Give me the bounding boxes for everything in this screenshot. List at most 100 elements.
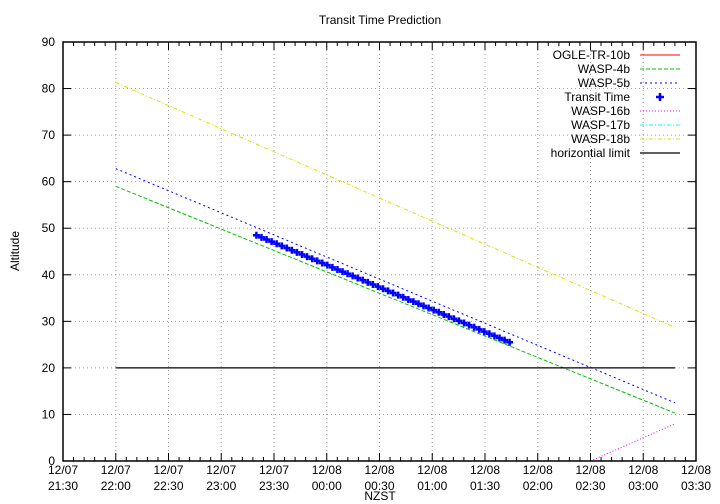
transit-time-marker bbox=[268, 238, 276, 246]
transit-time-marker bbox=[374, 283, 382, 291]
transit-time-marker bbox=[450, 315, 458, 323]
transit-time-marker bbox=[430, 306, 438, 314]
x-tick-time: 01:30 bbox=[470, 479, 500, 493]
transit-time-marker bbox=[328, 263, 336, 271]
y-tick-label: 90 bbox=[42, 35, 56, 49]
x-tick-date: 12/07 bbox=[206, 463, 236, 477]
transit-time-marker bbox=[257, 233, 265, 241]
transit-time-marker bbox=[293, 248, 301, 256]
x-tick-time: 01:00 bbox=[417, 479, 447, 493]
transit-time-marker bbox=[495, 334, 503, 342]
transit-time-marker bbox=[404, 295, 412, 303]
transit-time-marker bbox=[420, 302, 428, 310]
transit-time-marker bbox=[490, 332, 498, 340]
transit-time-marker bbox=[252, 231, 260, 239]
transit-time-marker bbox=[298, 250, 306, 258]
transit-time-marker bbox=[485, 330, 493, 338]
transit-time-marker bbox=[379, 285, 387, 293]
y-tick-labels: 0 10 20 30 40 50 60 70 80 90 bbox=[42, 35, 56, 468]
x-tick-time: 22:30 bbox=[153, 479, 183, 493]
transit-time-marker bbox=[506, 338, 514, 346]
x-tick-time: 03:30 bbox=[681, 479, 711, 493]
x-tick-time: 00:00 bbox=[312, 479, 342, 493]
x-tick-time: 23:00 bbox=[206, 479, 236, 493]
transit-time-marker bbox=[333, 265, 341, 273]
y-axis-label: Altitude bbox=[8, 231, 22, 271]
x-tick-date: 12/08 bbox=[681, 463, 711, 477]
transit-time-marker bbox=[414, 300, 422, 308]
transit-time-marker bbox=[323, 261, 331, 269]
wasp-5b-line bbox=[115, 168, 676, 404]
transit-time-marker bbox=[263, 235, 271, 243]
transit-time-marker bbox=[389, 289, 397, 297]
transit-time-marker bbox=[313, 257, 321, 265]
wasp-16b-line bbox=[590, 423, 676, 462]
transit-time-marker bbox=[354, 274, 362, 282]
legend-label: WASP-4b bbox=[578, 62, 631, 76]
x-tick-time: 02:00 bbox=[523, 479, 553, 493]
y-tick-label: 10 bbox=[42, 407, 56, 421]
transit-time-marker bbox=[399, 293, 407, 301]
transit-time-marker bbox=[283, 244, 291, 252]
y-tick-label: 60 bbox=[42, 175, 56, 189]
transit-time-marker bbox=[455, 317, 463, 325]
transit-time-marker bbox=[303, 253, 311, 261]
x-tick-date: 12/08 bbox=[523, 463, 553, 477]
transit-time-marker bbox=[384, 287, 392, 295]
x-tick-time: 02:30 bbox=[575, 479, 605, 493]
transit-time-marker bbox=[425, 304, 433, 312]
y-tick-label: 30 bbox=[42, 314, 56, 328]
legend-label: WASP-17b bbox=[571, 118, 630, 132]
legend-label: WASP-16b bbox=[571, 104, 630, 118]
transit-time-marker bbox=[409, 298, 417, 306]
legend-label: WASP-5b bbox=[578, 76, 631, 90]
legend-marker-icon bbox=[656, 93, 664, 101]
x-axis-label: NZST bbox=[364, 489, 396, 503]
x-tick-date: 12/08 bbox=[628, 463, 658, 477]
legend-label: Transit Time bbox=[564, 90, 630, 104]
x-tick-date: 12/07 bbox=[48, 463, 78, 477]
wasp-18b-line bbox=[115, 82, 676, 328]
legend-label: WASP-18b bbox=[571, 132, 630, 146]
transit-time-marker bbox=[435, 308, 443, 316]
x-tick-date: 12/08 bbox=[417, 463, 447, 477]
x-tick-time: 03:00 bbox=[628, 479, 658, 493]
y-tick-label: 50 bbox=[42, 221, 56, 235]
transit-time-marker bbox=[308, 255, 316, 263]
transit-time-marker bbox=[273, 240, 281, 248]
x-tick-date: 12/08 bbox=[575, 463, 605, 477]
x-tick-date: 12/08 bbox=[364, 463, 394, 477]
y-tick-label: 40 bbox=[42, 268, 56, 282]
transit-time-marker bbox=[359, 276, 367, 284]
x-tick-time: 22:00 bbox=[101, 479, 131, 493]
transit-time-marker bbox=[445, 313, 453, 321]
x-tick-labels: 12/07 21:30 12/07 22:00 12/07 22:30 12/07 23:00… bbox=[48, 463, 711, 493]
x-tick-date: 12/07 bbox=[153, 463, 183, 477]
transit-time-marker bbox=[369, 280, 377, 288]
transit-time-marker bbox=[470, 323, 478, 331]
transit-time-marker bbox=[394, 291, 402, 299]
chart-title: Transit Time Prediction bbox=[319, 13, 441, 27]
axis-ticks bbox=[62, 41, 697, 462]
y-tick-label: 80 bbox=[42, 82, 56, 96]
transit-time-marker bbox=[475, 325, 483, 333]
transit-time-marker bbox=[465, 321, 473, 329]
transit-time-marker bbox=[339, 268, 347, 276]
transit-time-marker bbox=[364, 278, 372, 286]
x-tick-date: 12/07 bbox=[259, 463, 289, 477]
transit-time-marker bbox=[501, 336, 509, 344]
x-tick-date: 12/08 bbox=[470, 463, 500, 477]
transit-time-marker bbox=[288, 246, 296, 254]
y-tick-label: 0 bbox=[48, 454, 55, 468]
x-tick-time: 21:30 bbox=[48, 479, 78, 493]
legend-label: OGLE-TR-10b bbox=[553, 48, 631, 62]
x-tick-time: 00:30 bbox=[364, 479, 394, 493]
x-tick-date: 12/07 bbox=[101, 463, 131, 477]
transit-time-marker bbox=[460, 319, 468, 327]
legend-label: horizontial limit bbox=[551, 146, 631, 160]
transit-time-marker bbox=[480, 328, 488, 336]
transit-time-marker bbox=[349, 272, 357, 280]
transit-time-marker bbox=[318, 259, 326, 267]
